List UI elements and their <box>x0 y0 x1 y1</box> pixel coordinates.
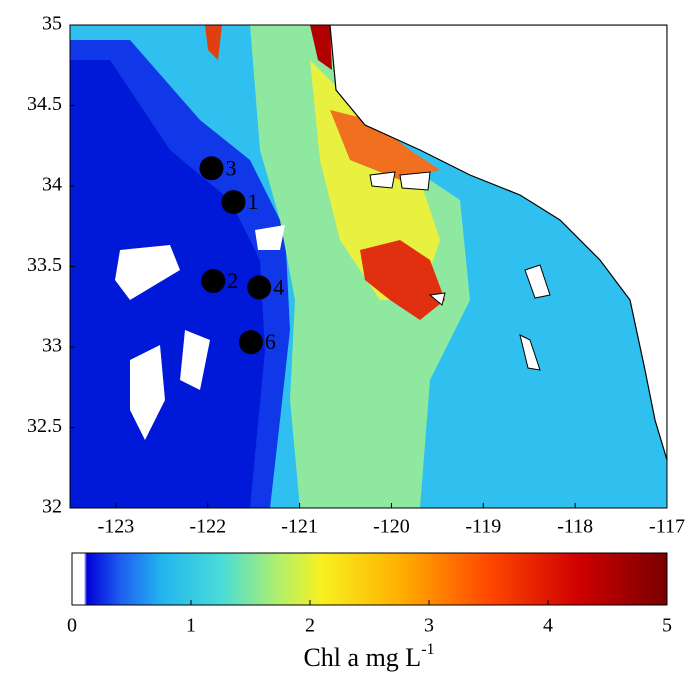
x-tick-label: -121 <box>281 516 318 538</box>
y-tick-label: 35 <box>42 13 62 35</box>
station-marker <box>221 190 246 215</box>
y-tick-label: 33 <box>42 335 62 357</box>
x-tick-label: -119 <box>465 516 501 538</box>
colorbar-label: Chl a mg L-1 <box>303 641 434 672</box>
colorbar-tick-label: 5 <box>662 615 672 637</box>
colorbar-tick-label: 4 <box>543 615 553 637</box>
station-marker <box>199 156 224 181</box>
y-tick-label: 32.5 <box>27 415 62 437</box>
x-tick-label: -123 <box>98 516 135 538</box>
y-tick-label: 34 <box>42 174 62 196</box>
x-tick-label: -118 <box>557 516 593 538</box>
y-tick-label: 32 <box>42 496 62 518</box>
station-label: 4 <box>273 274 284 299</box>
colorbar <box>71 552 668 606</box>
colorbar-tick-label: 1 <box>186 615 196 637</box>
y-tick-label: 34.5 <box>27 93 62 115</box>
x-tick-label: -122 <box>189 516 226 538</box>
x-tick-label: -117 <box>649 516 685 538</box>
x-tick-label: -120 <box>373 516 410 538</box>
colorbar-tick-label: 2 <box>305 615 315 637</box>
colorbar-tick-label: 0 <box>67 615 77 637</box>
map-layer: 31 2 4 6 <box>199 155 284 354</box>
station-marker <box>238 330 263 355</box>
station-label: 3 <box>225 155 236 180</box>
y-tick-label: 33.5 <box>27 254 62 276</box>
station-marker <box>247 275 272 300</box>
station-label: 2 <box>227 268 238 293</box>
colorbar-tick-label: 3 <box>424 615 434 637</box>
chlorophyll-field <box>70 25 667 508</box>
station-label: 1 <box>247 189 258 214</box>
station-label: 6 <box>265 329 276 354</box>
station-marker <box>201 268 226 293</box>
